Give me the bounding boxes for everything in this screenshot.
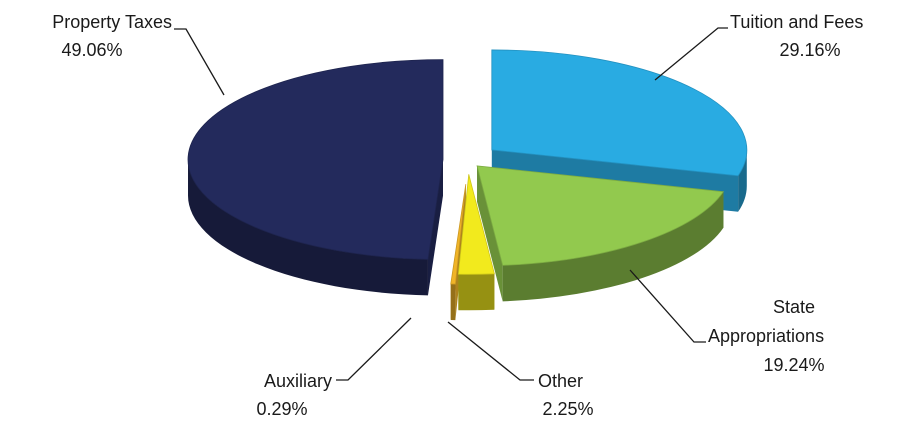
label-property-taxes: Property Taxes	[52, 12, 172, 32]
slice-side-auxiliary-0	[450, 283, 456, 321]
slice-tuition-and-fees	[491, 49, 748, 177]
slice-auxiliary	[450, 184, 467, 285]
label-appropriations-word: Appropriations	[708, 326, 824, 346]
slice-side-state-appropriations-0	[502, 191, 724, 302]
slice-wall-state-appropriations-1	[477, 165, 503, 302]
slice-state-appropriations	[476, 165, 725, 266]
slice-property-taxes	[187, 59, 444, 260]
value-auxiliary: 0.29%	[256, 399, 307, 419]
slice-side-property-taxes-0	[188, 159, 428, 296]
value-state-appropriations: 19.24%	[763, 355, 824, 375]
label-other: Other	[538, 371, 583, 391]
slice-side-other-0	[458, 273, 495, 311]
slice-wall-property-taxes-0	[427, 159, 444, 296]
value-other: 2.25%	[542, 399, 593, 419]
leader-line-tuition-and-fees	[654, 27, 728, 81]
slice-other	[457, 174, 495, 275]
leader-lines	[174, 27, 728, 381]
leader-line-auxiliary	[336, 317, 412, 381]
slice-tops	[187, 49, 748, 285]
leader-line-other	[447, 321, 534, 381]
label-tuition-and-fees: Tuition and Fees	[730, 12, 863, 32]
slice-labels: Property Taxes 49.06% Tuition and Fees 2…	[52, 12, 863, 419]
value-property-taxes: 49.06%	[61, 40, 122, 60]
label-state-word: State	[773, 297, 815, 317]
slice-side-tuition-and-fees-0	[738, 149, 747, 212]
leader-line-property-taxes	[174, 28, 225, 96]
value-tuition-and-fees: 29.16%	[779, 40, 840, 60]
leader-line-state-appropriations	[629, 269, 706, 343]
label-auxiliary: Auxiliary	[264, 371, 332, 391]
